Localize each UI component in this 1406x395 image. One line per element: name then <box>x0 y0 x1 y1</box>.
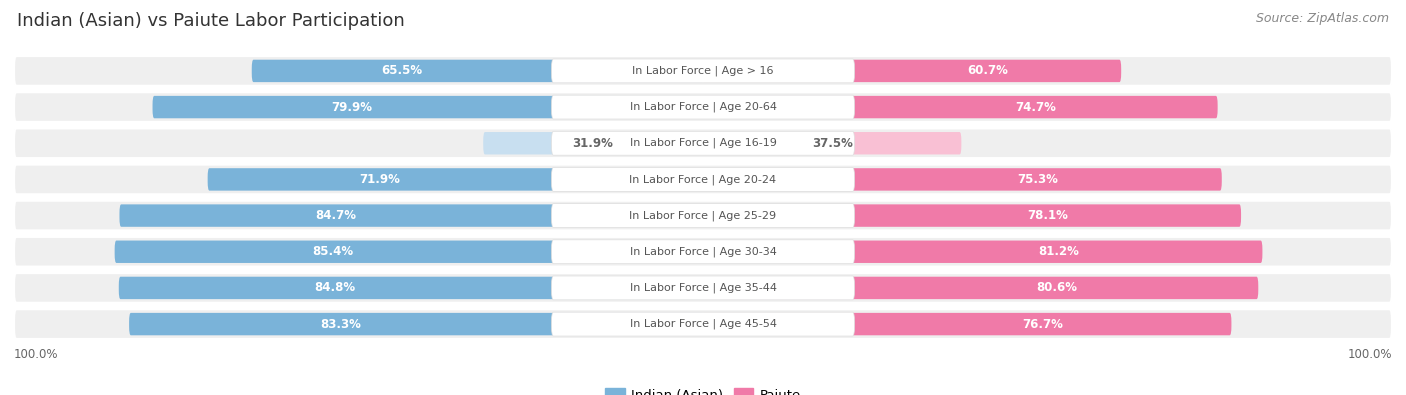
FancyBboxPatch shape <box>551 167 855 191</box>
FancyBboxPatch shape <box>129 313 703 335</box>
FancyBboxPatch shape <box>551 204 855 228</box>
Text: 65.5%: 65.5% <box>381 64 422 77</box>
Text: 75.3%: 75.3% <box>1018 173 1059 186</box>
FancyBboxPatch shape <box>14 201 1392 230</box>
Text: In Labor Force | Age > 16: In Labor Force | Age > 16 <box>633 66 773 76</box>
Text: 37.5%: 37.5% <box>811 137 852 150</box>
Text: Indian (Asian) vs Paiute Labor Participation: Indian (Asian) vs Paiute Labor Participa… <box>17 12 405 30</box>
Text: In Labor Force | Age 35-44: In Labor Force | Age 35-44 <box>630 283 776 293</box>
Text: 79.9%: 79.9% <box>332 101 373 114</box>
Text: 31.9%: 31.9% <box>572 137 613 150</box>
FancyBboxPatch shape <box>14 128 1392 158</box>
FancyBboxPatch shape <box>703 60 1121 82</box>
Text: 76.7%: 76.7% <box>1022 318 1063 331</box>
FancyBboxPatch shape <box>703 204 1241 227</box>
FancyBboxPatch shape <box>551 95 855 119</box>
FancyBboxPatch shape <box>14 273 1392 303</box>
FancyBboxPatch shape <box>703 96 1218 118</box>
Text: In Labor Force | Age 20-64: In Labor Force | Age 20-64 <box>630 102 776 112</box>
FancyBboxPatch shape <box>703 313 1232 335</box>
Text: Source: ZipAtlas.com: Source: ZipAtlas.com <box>1256 12 1389 25</box>
FancyBboxPatch shape <box>551 59 855 83</box>
Text: In Labor Force | Age 16-19: In Labor Force | Age 16-19 <box>630 138 776 149</box>
FancyBboxPatch shape <box>551 276 855 300</box>
FancyBboxPatch shape <box>703 132 962 154</box>
Text: In Labor Force | Age 45-54: In Labor Force | Age 45-54 <box>630 319 776 329</box>
Text: 100.0%: 100.0% <box>1347 348 1392 361</box>
Text: 83.3%: 83.3% <box>319 318 361 331</box>
FancyBboxPatch shape <box>484 132 703 154</box>
FancyBboxPatch shape <box>14 165 1392 194</box>
Text: 78.1%: 78.1% <box>1028 209 1069 222</box>
Text: 81.2%: 81.2% <box>1038 245 1078 258</box>
FancyBboxPatch shape <box>152 96 703 118</box>
FancyBboxPatch shape <box>252 60 703 82</box>
FancyBboxPatch shape <box>14 56 1392 86</box>
FancyBboxPatch shape <box>120 204 703 227</box>
Text: 60.7%: 60.7% <box>967 64 1008 77</box>
Text: 74.7%: 74.7% <box>1015 101 1056 114</box>
FancyBboxPatch shape <box>551 312 855 336</box>
Text: 85.4%: 85.4% <box>312 245 353 258</box>
FancyBboxPatch shape <box>208 168 703 191</box>
FancyBboxPatch shape <box>14 92 1392 122</box>
Text: 100.0%: 100.0% <box>14 348 59 361</box>
FancyBboxPatch shape <box>118 277 703 299</box>
FancyBboxPatch shape <box>703 241 1263 263</box>
Text: 84.8%: 84.8% <box>315 281 356 294</box>
Text: In Labor Force | Age 30-34: In Labor Force | Age 30-34 <box>630 246 776 257</box>
FancyBboxPatch shape <box>551 131 855 155</box>
Text: 80.6%: 80.6% <box>1036 281 1077 294</box>
FancyBboxPatch shape <box>703 277 1258 299</box>
FancyBboxPatch shape <box>551 240 855 264</box>
FancyBboxPatch shape <box>703 168 1222 191</box>
FancyBboxPatch shape <box>14 237 1392 267</box>
FancyBboxPatch shape <box>14 309 1392 339</box>
Legend: Indian (Asian), Paiute: Indian (Asian), Paiute <box>599 383 807 395</box>
Text: In Labor Force | Age 20-24: In Labor Force | Age 20-24 <box>630 174 776 185</box>
Text: In Labor Force | Age 25-29: In Labor Force | Age 25-29 <box>630 210 776 221</box>
Text: 84.7%: 84.7% <box>315 209 356 222</box>
FancyBboxPatch shape <box>115 241 703 263</box>
Text: 71.9%: 71.9% <box>359 173 399 186</box>
